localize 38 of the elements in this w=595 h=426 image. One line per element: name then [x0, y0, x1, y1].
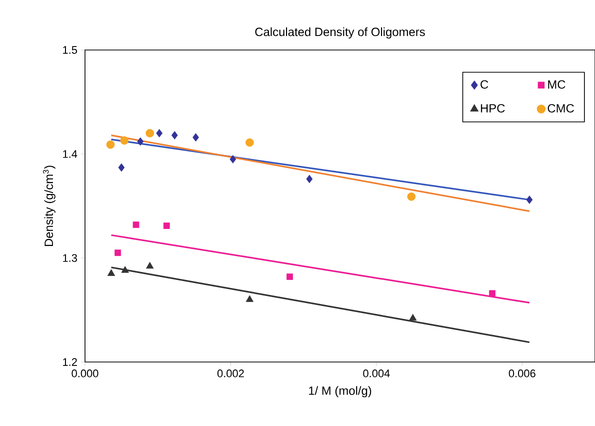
y-tick-label: 1.5 [63, 46, 78, 54]
legend-label: MC [548, 80, 566, 89]
point [192, 133, 199, 142]
x-tick-label: 0.000 [72, 370, 98, 378]
point [246, 295, 254, 302]
point [171, 131, 178, 140]
point [120, 136, 129, 145]
point [107, 269, 116, 276]
y-tick-label: 1.3 [63, 254, 77, 262]
point [230, 155, 236, 164]
chart-title: Calculated Density of Oligomers [255, 27, 425, 38]
point [137, 137, 144, 146]
point [156, 129, 163, 138]
x-axis-title: 1/ M (mol/g) [309, 386, 372, 398]
point [114, 250, 121, 256]
point [121, 266, 129, 273]
x-tick-label: 0.004 [363, 370, 390, 378]
point [409, 314, 417, 321]
point [163, 222, 170, 229]
point [245, 138, 254, 147]
point [286, 274, 293, 280]
point [306, 174, 313, 184]
point [407, 192, 416, 201]
point [132, 222, 140, 228]
point [526, 196, 533, 204]
point [146, 129, 154, 138]
point [146, 262, 154, 269]
y-tick-label: 1.4 [63, 150, 78, 158]
y-axis-title: Density (g/cm$^{3}$) [43, 166, 56, 246]
x-tick-label: 0.002 [217, 370, 244, 378]
point [118, 163, 125, 172]
point [489, 290, 496, 297]
legend-label: HPC [480, 104, 505, 113]
y-tick-label: 1.2 [63, 358, 77, 366]
legend-label: CMC [548, 104, 574, 113]
point [106, 140, 115, 149]
x-tick-label: 0.006 [508, 370, 536, 378]
legend-label: C [480, 80, 488, 89]
